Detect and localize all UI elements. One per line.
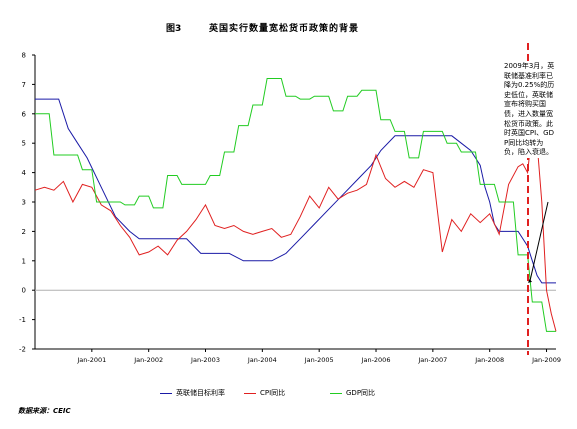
- y-tick-label: -2: [19, 346, 26, 354]
- series-line-2: [35, 78, 556, 332]
- y-tick-label: 8: [22, 52, 26, 60]
- x-tick-label: Jan-2002: [133, 356, 163, 364]
- annotation-note: 2009年3月，英联储基准利率已降为0.25%的历史低位，英联储宣布将购买国债，…: [504, 62, 556, 158]
- legend-label-gdp: GDP同比: [346, 389, 376, 397]
- series-line-0: [35, 98, 556, 284]
- y-tick-label: 3: [22, 199, 26, 207]
- y-tick-label: 6: [22, 110, 27, 118]
- chart-legend: 英联储目标利率 CPI同比 GDP同比: [0, 388, 577, 400]
- x-tick-label: Jan-2006: [361, 356, 391, 364]
- legend-label-cpi: CPI同比: [260, 389, 286, 397]
- legend-item-gdp: GDP同比: [330, 388, 375, 398]
- y-tick-label: -1: [19, 316, 26, 324]
- annotation-arrowhead: [528, 278, 532, 283]
- figure-label: 图3: [166, 24, 182, 34]
- y-tick-label: 7: [22, 81, 26, 89]
- x-tick-label: Jan-2009: [531, 356, 561, 364]
- legend-swatch-rate: [160, 392, 172, 394]
- x-tick-label: Jan-2007: [417, 356, 447, 364]
- y-tick-label: 5: [22, 140, 26, 148]
- x-tick-label: Jan-2008: [474, 356, 504, 364]
- annotation-pointer: [529, 201, 549, 281]
- x-tick-label: Jan-2004: [247, 356, 277, 364]
- series-line-1: [34, 128, 557, 332]
- x-tick-label: Jan-2003: [190, 356, 220, 364]
- legend-swatch-gdp: [330, 392, 342, 394]
- x-tick-label: Jan-2005: [304, 356, 334, 364]
- chart-title: 英国实行数量宽松货币政策的背景: [209, 24, 360, 34]
- y-tick-label: 1: [22, 257, 26, 265]
- data-source: 数据来源：CEIC: [18, 407, 71, 415]
- legend-item-rate: 英联储目标利率: [160, 388, 225, 398]
- y-tick-label: 2: [22, 228, 26, 236]
- y-tick-label: 4: [22, 169, 27, 177]
- legend-item-cpi: CPI同比: [244, 388, 285, 398]
- chart-title-row: 图3 英国实行数量宽松货币政策的背景: [0, 21, 577, 37]
- x-tick-label: Jan-2001: [76, 356, 106, 364]
- legend-label-rate: 英联储目标利率: [176, 389, 225, 397]
- y-tick-label: 0: [22, 287, 26, 295]
- legend-swatch-cpi: [244, 392, 256, 394]
